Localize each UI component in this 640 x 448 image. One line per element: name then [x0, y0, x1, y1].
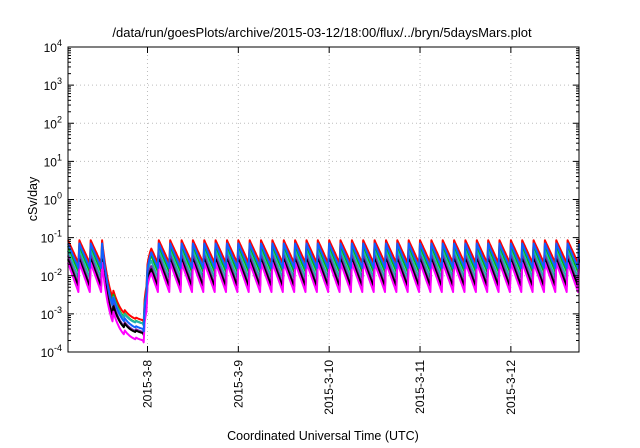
- ticks: [68, 46, 579, 353]
- series-line: [67, 249, 580, 327]
- y-tick-label: 103: [44, 76, 62, 93]
- x-tick-label: 2015-3-10: [322, 360, 336, 415]
- y-tick-label: 10-2: [41, 267, 62, 284]
- grid: [68, 47, 579, 352]
- y-tick-label: 10-4: [41, 343, 62, 360]
- y-tick-label: 10-3: [41, 305, 62, 322]
- series-line: [67, 258, 580, 336]
- y-axis-label: cSv/day: [26, 176, 40, 221]
- x-axis-label: Coordinated Universal Time (UTC): [227, 429, 419, 443]
- x-tick-label: 2015-3-9: [231, 360, 245, 408]
- y-tick-labels: 10-4 10-3 10-2 10-1 100 101 102 103 104: [41, 38, 62, 360]
- series-group: [67, 239, 580, 344]
- chart-title: /data/run/goesPlots/archive/2015-03-12/1…: [112, 25, 532, 40]
- x-tick-labels: 2015-3-8 2015-3-9 2015-3-10 2015-3-11 2015-3…: [140, 360, 517, 415]
- y-tick-label: 101: [44, 152, 62, 169]
- y-tick-label: 104: [44, 38, 62, 55]
- y-tick-label: 10-1: [41, 229, 62, 246]
- series-line: [67, 242, 580, 333]
- series-line: [67, 261, 580, 344]
- x-tick-label: 2015-3-11: [413, 360, 427, 414]
- series-line: [67, 239, 580, 324]
- x-tick-label: 2015-3-12: [504, 360, 518, 415]
- y-tick-label: 102: [44, 114, 62, 131]
- series-line: [67, 245, 580, 327]
- x-tick-label: 2015-3-8: [140, 360, 154, 408]
- y-tick-label: 100: [44, 191, 62, 208]
